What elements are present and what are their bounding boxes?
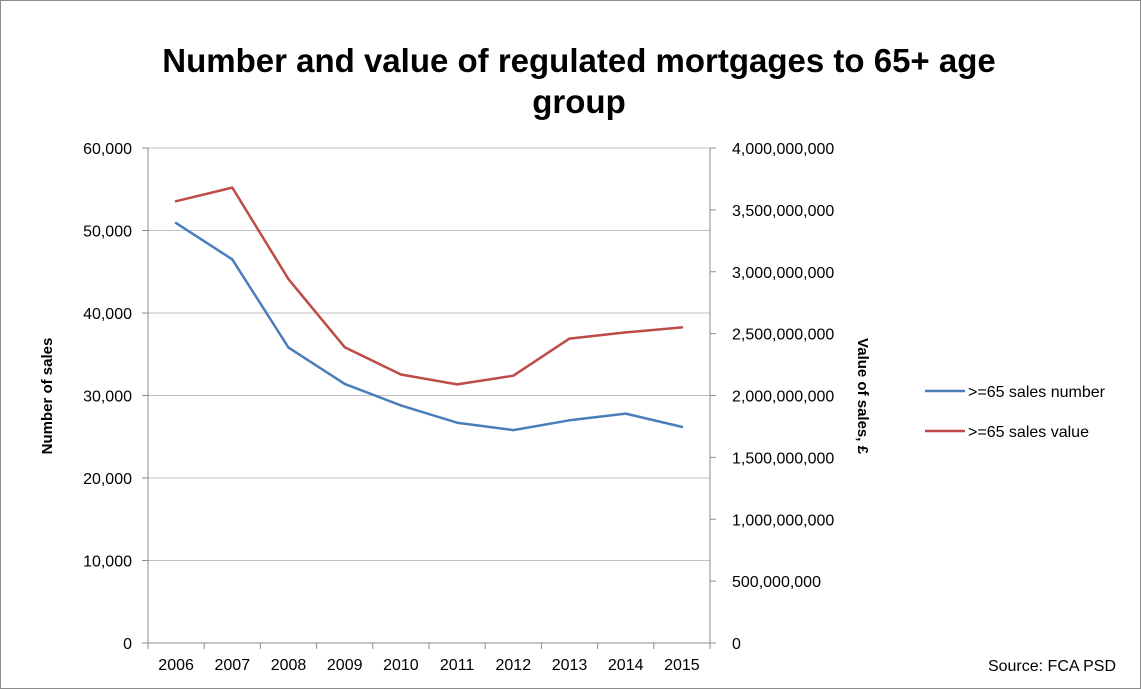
series-line-2 [174, 186, 684, 386]
x-tick-label: 2014 [608, 657, 644, 674]
legend-label-2: >=65 sales value [968, 424, 1089, 441]
x-tick-label: 2007 [215, 657, 251, 674]
x-tick-label: 2008 [271, 657, 307, 674]
y-left-tick-label: 0 [123, 636, 132, 653]
series-2-point [624, 331, 627, 334]
y-axis-left-title: Number of sales [39, 338, 56, 455]
chart-title-line-2: group [532, 83, 625, 120]
axes [142, 147, 716, 649]
legend: >=65 sales number >=65 sales value [925, 384, 1106, 441]
series-2-point [680, 326, 684, 329]
series-1-point [174, 221, 178, 225]
series-1-point [512, 428, 515, 432]
x-tick-label: 2006 [158, 657, 194, 674]
y-right-tick-label: 0 [732, 636, 741, 653]
series-1-point [343, 382, 346, 386]
series-lines [174, 186, 684, 432]
series-2-point [568, 337, 571, 340]
x-tick-label: 2012 [496, 657, 532, 674]
y-left-tick-label: 50,000 [83, 224, 132, 241]
y-right-tick-label: 3,500,000,000 [732, 203, 834, 220]
tick-labels: 0 10,000 20,000 30,000 40,000 50,000 60,000 0 50… [83, 141, 834, 674]
y-right-tick-label: 4,000,000,000 [732, 141, 834, 158]
series-1-point [287, 346, 290, 349]
legend-label-1: >=65 sales number [968, 384, 1106, 401]
series-2-point [231, 186, 234, 189]
y-right-tick-label: 1,500,000,000 [732, 450, 834, 467]
y-right-tick-label: 500,000,000 [732, 574, 821, 591]
y-left-tick-label: 20,000 [83, 471, 132, 488]
x-tick-label: 2013 [552, 657, 588, 674]
chart-title-line-1: Number and value of regulated mortgages … [162, 42, 995, 79]
series-2-point [512, 374, 515, 377]
series-2-point [174, 200, 178, 203]
y-right-tick-label: 2,000,000,000 [732, 389, 834, 406]
x-tick-label: 2010 [383, 657, 419, 674]
x-tick-label: 2011 [440, 657, 475, 674]
y-left-tick-label: 40,000 [83, 306, 132, 323]
y-left-tick-label: 30,000 [83, 389, 132, 406]
y-right-tick-label: 2,500,000,000 [732, 327, 834, 344]
series-1-point [624, 412, 627, 415]
y-right-tick-label: 1,000,000,000 [732, 512, 834, 529]
series-1-point [399, 404, 403, 407]
y-axis-right-title: Value of sales, £ [854, 338, 871, 455]
series-1-point [455, 421, 459, 424]
y-left-tick-label: 60,000 [83, 141, 132, 158]
y-right-tick-label: 3,000,000,000 [732, 265, 834, 282]
series-2-point [399, 373, 403, 376]
x-tick-label: 2009 [327, 657, 363, 674]
series-line-1 [174, 221, 684, 432]
gridlines [148, 147, 710, 561]
series-2-point [287, 277, 290, 281]
series-2-point [343, 346, 346, 349]
series-1-point [568, 419, 571, 422]
series-2-point [455, 383, 459, 386]
series-1-point [680, 425, 684, 429]
x-tick-label: 2015 [664, 657, 700, 674]
y-left-tick-label: 10,000 [83, 554, 132, 571]
source-note: Source: FCA PSD [988, 658, 1116, 675]
series-1-point [231, 258, 234, 261]
